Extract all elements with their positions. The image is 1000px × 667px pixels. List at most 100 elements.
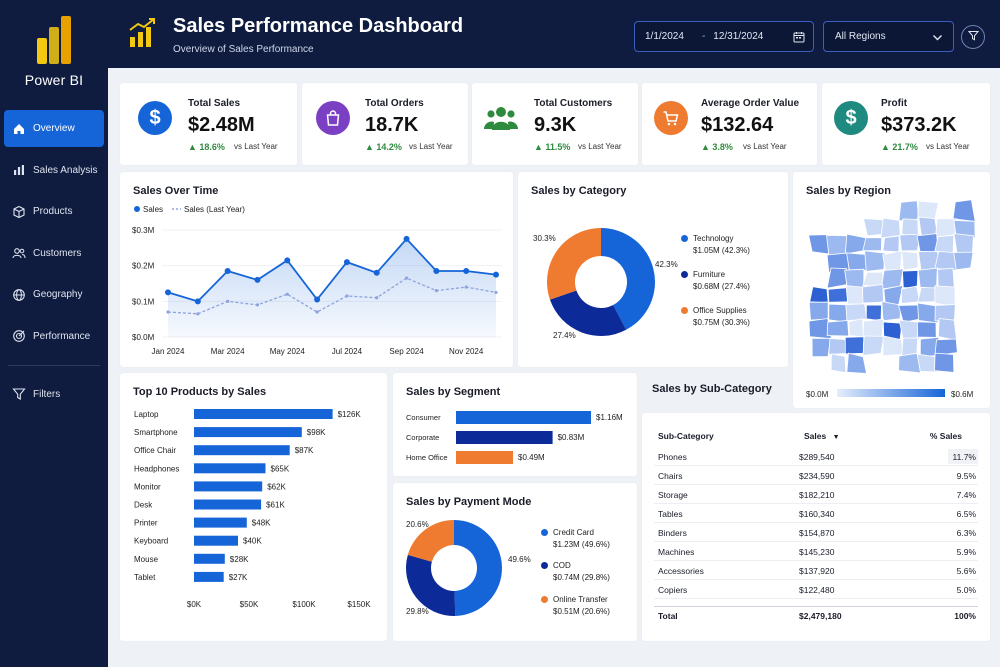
region-shape[interactable]	[844, 233, 867, 255]
region-shape[interactable]	[865, 304, 882, 322]
column-header-sales[interactable]: Sales ▼	[804, 431, 840, 441]
donut-slice[interactable]	[406, 554, 456, 616]
region-shape[interactable]	[827, 287, 850, 303]
bar[interactable]	[456, 451, 514, 464]
table-row[interactable]: Tables $160,340 6.5%	[654, 504, 978, 523]
data-point-sales[interactable]	[463, 268, 470, 275]
region-shape[interactable]	[862, 318, 884, 339]
region-shape[interactable]	[811, 337, 832, 358]
region-shape[interactable]	[934, 285, 956, 307]
region-shape[interactable]	[898, 304, 921, 323]
region-shape[interactable]	[953, 219, 976, 239]
bar[interactable]	[456, 431, 553, 444]
data-point-sales-last-year[interactable]	[285, 292, 289, 296]
sidebar-item-products[interactable]: Products	[4, 193, 104, 230]
donut-slice[interactable]	[601, 228, 655, 330]
data-point-sales[interactable]	[373, 269, 380, 276]
bar[interactable]	[194, 481, 263, 492]
region-shape[interactable]	[826, 234, 848, 256]
data-point-sales-last-year[interactable]	[375, 296, 379, 300]
table-row[interactable]: Binders $154,870 6.3%	[654, 523, 978, 542]
table-row[interactable]: Accessories $137,920 5.6%	[654, 561, 978, 580]
region-select[interactable]: All Regions	[823, 21, 954, 52]
region-shape[interactable]	[898, 352, 922, 374]
bar[interactable]	[194, 409, 333, 419]
region-shape[interactable]	[844, 268, 865, 289]
region-shape[interactable]	[916, 321, 937, 338]
data-point-sales-last-year[interactable]	[255, 303, 260, 307]
region-shape[interactable]	[830, 353, 847, 374]
region-shape[interactable]	[953, 251, 974, 271]
region-shape[interactable]	[844, 336, 865, 355]
data-point-sales-last-year[interactable]	[196, 312, 200, 316]
region-shape[interactable]	[846, 252, 868, 272]
region-shape[interactable]	[808, 234, 829, 255]
region-shape[interactable]	[935, 218, 958, 238]
sidebar-item-geography[interactable]: Geography	[4, 276, 104, 313]
data-point-sales-last-year[interactable]	[226, 299, 230, 303]
data-point-sales[interactable]	[314, 296, 321, 303]
data-point-sales-last-year[interactable]	[166, 310, 170, 314]
region-shape[interactable]	[937, 318, 958, 341]
bar[interactable]	[194, 553, 225, 564]
table-row[interactable]: Storage $182,210 7.4%	[654, 485, 978, 504]
sidebar-item-sales-analysis[interactable]: Sales Analysis	[4, 152, 104, 189]
region-shape[interactable]	[899, 233, 921, 252]
table-row[interactable]: Chairs $234,590 9.5%	[654, 466, 978, 485]
data-point-sales[interactable]	[165, 289, 171, 296]
region-shape[interactable]	[808, 301, 829, 321]
region-shape[interactable]	[953, 233, 974, 254]
region-shape[interactable]	[898, 200, 920, 222]
region-shape[interactable]	[862, 284, 885, 304]
sidebar-item-customers[interactable]: Customers	[4, 235, 104, 272]
data-point-sales[interactable]	[284, 257, 291, 264]
data-point-sales[interactable]	[194, 298, 201, 305]
region-shape[interactable]	[862, 335, 885, 356]
data-point-sales-last-year[interactable]	[494, 290, 498, 295]
region-shape[interactable]	[934, 250, 958, 271]
table-row[interactable]: Copiers $122,480 5.0%	[654, 580, 978, 599]
region-shape[interactable]	[952, 199, 976, 222]
region-shape[interactable]	[934, 352, 955, 373]
region-shape[interactable]	[862, 237, 883, 252]
region-shape[interactable]	[900, 285, 921, 304]
donut-slice[interactable]	[547, 228, 601, 300]
data-point-sales-last-year[interactable]	[345, 294, 349, 298]
region-shape[interactable]	[898, 319, 920, 341]
data-point-sales-last-year[interactable]	[464, 285, 468, 289]
data-point-sales[interactable]	[224, 268, 231, 275]
bar[interactable]	[194, 535, 238, 546]
data-point-sales[interactable]	[254, 276, 261, 283]
donut-slice[interactable]	[549, 290, 627, 336]
column-header-pct-sales[interactable]: % Sales	[929, 431, 962, 441]
bar[interactable]	[194, 571, 224, 582]
region-shape[interactable]	[902, 270, 919, 289]
region-shape[interactable]	[881, 301, 902, 322]
donut-slice[interactable]	[407, 520, 454, 562]
donut-slice[interactable]	[454, 520, 503, 616]
region-shape[interactable]	[862, 218, 884, 237]
region-shape[interactable]	[809, 286, 829, 304]
data-point-sales[interactable]	[403, 235, 410, 242]
data-point-sales-last-year[interactable]	[404, 276, 409, 280]
region-shape[interactable]	[848, 318, 864, 338]
sidebar-item-filters[interactable]: Filters	[4, 376, 104, 413]
region-shape[interactable]	[880, 217, 901, 239]
bar[interactable]	[194, 499, 262, 510]
data-point-sales[interactable]	[433, 268, 440, 275]
date-end[interactable]: 12/31/2024	[713, 31, 764, 42]
table-row[interactable]: Machines $145,230 5.9%	[654, 542, 978, 561]
region-shape[interactable]	[916, 353, 938, 373]
date-range-picker[interactable]: 1/1/2024 - 12/31/2024	[634, 21, 814, 52]
calendar-icon[interactable]	[793, 31, 805, 46]
region-shape[interactable]	[864, 250, 886, 272]
bar[interactable]	[194, 427, 302, 438]
bar[interactable]	[456, 411, 591, 424]
region-shape[interactable]	[826, 320, 850, 337]
region-shape[interactable]	[846, 352, 868, 374]
region-shape[interactable]	[882, 235, 900, 253]
region-shape[interactable]	[934, 338, 958, 357]
bar[interactable]	[194, 517, 247, 528]
filter-button[interactable]	[961, 25, 985, 49]
region-shape[interactable]	[845, 303, 868, 322]
